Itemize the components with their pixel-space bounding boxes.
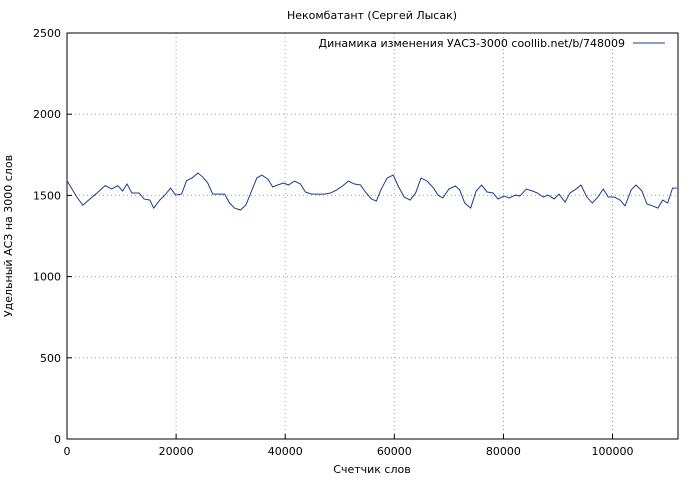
legend-label: Динамика изменения УАСЗ-3000 coollib.net… bbox=[319, 37, 626, 50]
y-tick-label: 2000 bbox=[33, 108, 61, 121]
x-tick-label: 80000 bbox=[486, 445, 521, 458]
x-tick-label: 0 bbox=[64, 445, 71, 458]
y-tick-label: 0 bbox=[54, 433, 61, 446]
x-tick-label: 40000 bbox=[268, 445, 303, 458]
y-tick-label: 500 bbox=[40, 352, 61, 365]
x-tick-label: 20000 bbox=[159, 445, 194, 458]
y-axis-label: Удельный АСЗ на 3000 слов bbox=[2, 155, 15, 317]
y-tick-label: 2500 bbox=[33, 27, 61, 40]
plot-border bbox=[66, 32, 679, 440]
y-tick-label: 1500 bbox=[33, 189, 61, 202]
data-line bbox=[66, 172, 677, 211]
chart-title: Некомбатант (Сергей Лысак) bbox=[287, 9, 457, 22]
x-tick-label: 100000 bbox=[592, 445, 634, 458]
x-tick-label: 60000 bbox=[377, 445, 412, 458]
y-tick-label: 1000 bbox=[33, 271, 61, 284]
x-axis-label: Счетчик слов bbox=[333, 463, 410, 476]
